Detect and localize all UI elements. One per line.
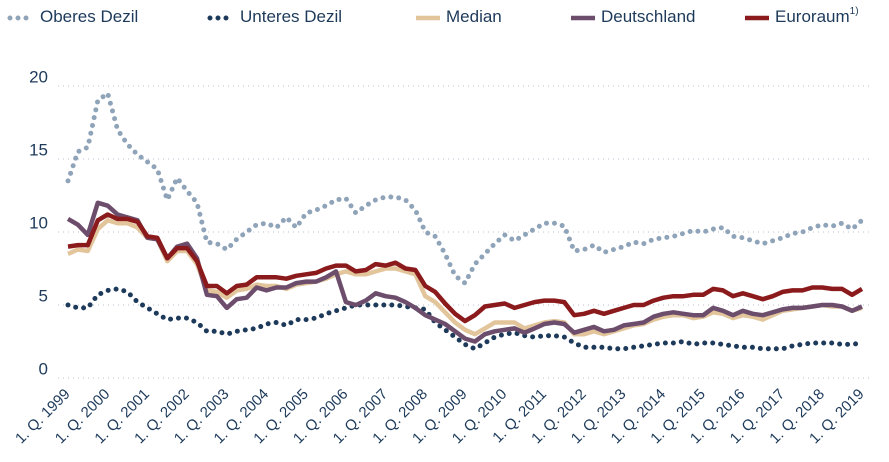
legend-label: Unteres Dezil [240, 7, 342, 26]
legend-footnote: 1) [850, 6, 859, 17]
series-line [65, 89, 865, 287]
legend-name: Deutschland [601, 7, 696, 26]
series-line [67, 212, 864, 324]
series-line [65, 286, 865, 352]
y-tick-label: 5 [39, 286, 48, 305]
y-tick-label: 20 [29, 67, 48, 86]
legend-name: Oberes Dezil [40, 7, 138, 26]
legend-name: Euroraum [775, 7, 850, 26]
legend-label: Median [446, 7, 502, 26]
legend-label: Oberes Dezil [40, 7, 138, 26]
y-tick-label: 0 [39, 359, 48, 378]
legend-label: Euroraum1) [775, 6, 859, 27]
legend-label: Deutschland [601, 7, 696, 26]
y-tick-label: 15 [29, 140, 48, 159]
legend-name: Unteres Dezil [240, 7, 342, 26]
legend-name: Median [446, 7, 502, 26]
y-tick-label: 10 [29, 213, 48, 232]
